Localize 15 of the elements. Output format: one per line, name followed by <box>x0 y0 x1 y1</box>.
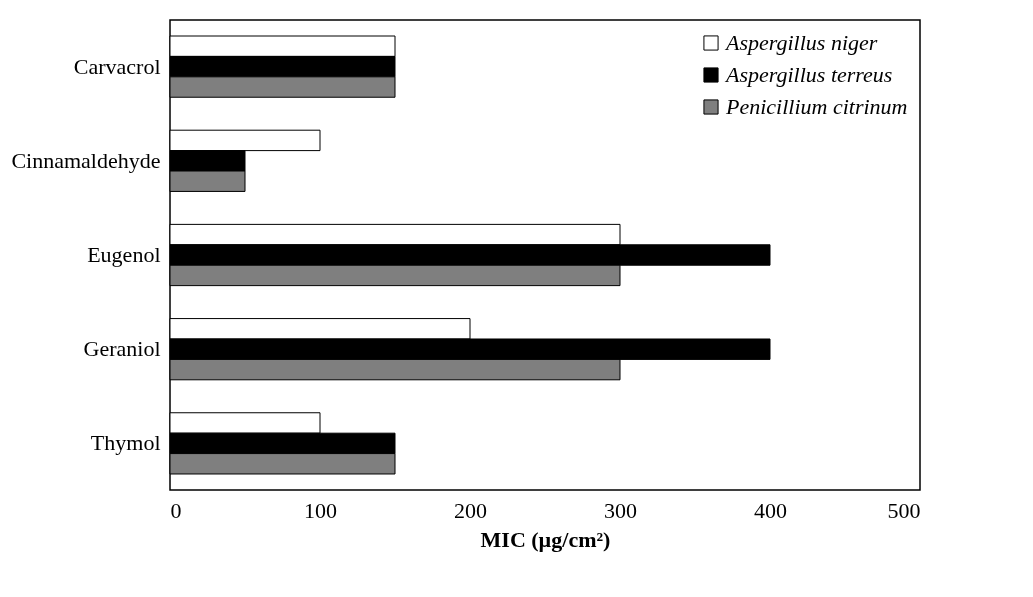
x-axis-title: MIC (µg/cm²) <box>480 526 611 552</box>
x-tick-label: 400 <box>754 497 787 523</box>
y-tick-label: Cinnamaldehyde <box>11 147 161 173</box>
x-tick-label: 0 <box>170 497 182 523</box>
y-tick-label: Carvacrol <box>73 53 161 79</box>
x-tick-label: 300 <box>604 497 637 523</box>
x-tick-label: 200 <box>454 497 487 523</box>
legend-label: Aspergillus niger <box>724 30 878 55</box>
x-tick-label: 100 <box>304 497 337 523</box>
y-tick-label: Thymol <box>90 430 161 456</box>
x-tick-label: 500 <box>887 497 921 523</box>
legend-label: Penicillium citrinum <box>725 94 908 119</box>
y-tick-label: Geraniol <box>83 336 161 362</box>
legend-label: Aspergillus terreus <box>724 62 893 87</box>
y-tick-label: Eugenol <box>87 242 161 267</box>
